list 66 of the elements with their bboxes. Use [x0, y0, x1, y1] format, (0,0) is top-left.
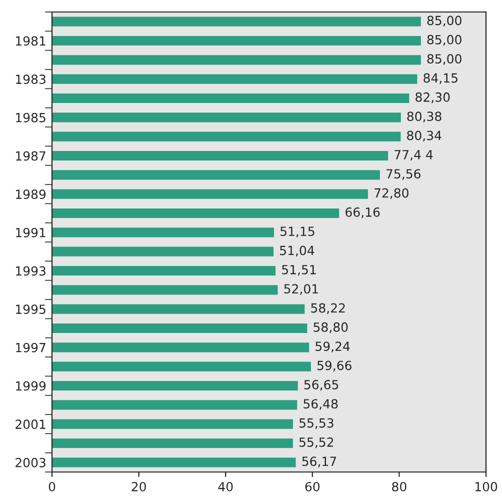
y-tick-label: 1981: [16, 36, 46, 46]
bar: [52, 380, 298, 391]
bar: [52, 208, 340, 218]
bar: [52, 170, 380, 180]
bar: [52, 132, 401, 142]
bar: [52, 285, 278, 295]
bar: [52, 189, 368, 199]
y-tick-label: 2001: [16, 420, 46, 430]
y-tick-label: 2003: [16, 458, 46, 468]
bar: [52, 323, 308, 334]
data-label: 59,24: [316, 342, 350, 352]
x-tick-label: 20: [132, 482, 146, 492]
data-label: 59,66: [317, 360, 352, 372]
data-label: 85,00: [427, 16, 462, 26]
data-label: 55,53: [300, 418, 334, 429]
data-label: 52,01: [284, 284, 318, 295]
bar: [52, 362, 311, 372]
bar: [52, 16, 421, 26]
bar: [52, 304, 305, 314]
data-label: 55,52: [299, 437, 334, 448]
bar: [52, 400, 298, 410]
data-label: 80,34: [407, 130, 442, 142]
data-label: 82,30: [416, 92, 450, 104]
data-label: 51,51: [282, 265, 316, 276]
x-tick-label: 40: [218, 482, 233, 492]
bar: [52, 150, 388, 161]
bar: [52, 458, 296, 468]
data-label: 85,00: [427, 54, 462, 65]
data-label: 77,4 4: [394, 150, 433, 161]
data-label: 51,15: [280, 226, 314, 238]
x-tick-label: 60: [305, 482, 320, 492]
y-tick-label: 1997: [16, 342, 46, 352]
data-label: 56,65: [304, 380, 338, 391]
bar: [52, 246, 274, 256]
bar: [52, 112, 401, 122]
data-label: 72,80: [374, 188, 408, 199]
y-tick-label: 1983: [16, 74, 46, 84]
x-tick-label: 100: [475, 482, 498, 492]
bar: [52, 419, 293, 429]
y-tick-label: 1987: [16, 151, 46, 161]
y-tick-label: 1991: [16, 228, 46, 238]
data-label: 66,16: [346, 207, 380, 218]
data-label: 84,15: [424, 73, 458, 84]
x-tick-label: 80: [392, 482, 406, 492]
bar: [52, 36, 421, 46]
bar: [52, 438, 293, 448]
bar: [52, 228, 274, 238]
y-tick-label: 1995: [16, 304, 46, 314]
data-label: 80,38: [407, 112, 442, 122]
data-label: 85,00: [427, 34, 462, 46]
bar: [52, 266, 276, 276]
bar: [52, 93, 410, 104]
data-label: 56,17: [302, 456, 336, 468]
data-label: 56,48: [304, 399, 338, 410]
data-label: 75,56: [386, 169, 420, 180]
y-tick-label: 1985: [16, 112, 46, 122]
bar: [52, 55, 421, 65]
data-label: 58,22: [311, 303, 345, 314]
bar: [52, 342, 310, 352]
y-tick-label: 1993: [16, 266, 46, 276]
data-label: 51,04: [280, 246, 314, 256]
y-tick-label: 1999: [16, 381, 46, 391]
data-label: 58,80: [314, 322, 348, 334]
bar: [52, 74, 418, 84]
y-tick-label: 1989: [16, 190, 46, 200]
x-tick-label: 0: [48, 482, 56, 492]
